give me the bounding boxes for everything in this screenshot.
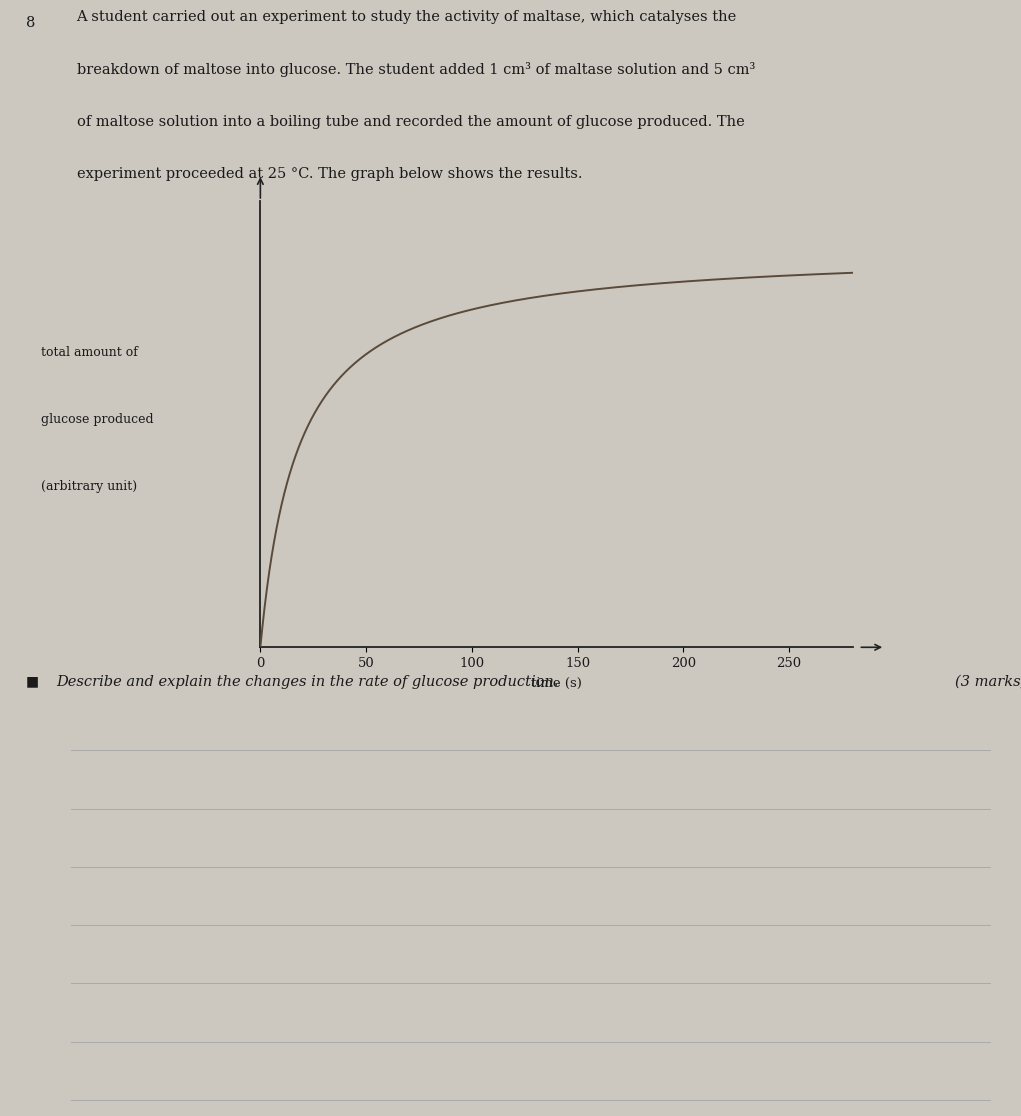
- Text: of maltose solution into a boiling tube and recorded the amount of glucose produ: of maltose solution into a boiling tube …: [77, 115, 744, 128]
- Text: (3 marks): (3 marks): [955, 674, 1021, 689]
- Text: A student carried out an experiment to study the activity of maltase, which cata: A student carried out an experiment to s…: [77, 10, 737, 25]
- Text: (arbitrary unit): (arbitrary unit): [41, 480, 137, 493]
- X-axis label: time (s): time (s): [531, 677, 582, 690]
- Text: glucose produced: glucose produced: [41, 413, 153, 426]
- Text: total amount of: total amount of: [41, 346, 138, 359]
- Text: ■: ■: [26, 674, 39, 689]
- Text: experiment proceeded at 25 °C. The graph below shows the results.: experiment proceeded at 25 °C. The graph…: [77, 166, 582, 181]
- Text: breakdown of maltose into glucose. The student added 1 cm³ of maltase solution a: breakdown of maltose into glucose. The s…: [77, 62, 755, 77]
- Text: Describe and explain the changes in the rate of glucose production.: Describe and explain the changes in the …: [56, 674, 558, 689]
- Text: 8: 8: [26, 16, 35, 30]
